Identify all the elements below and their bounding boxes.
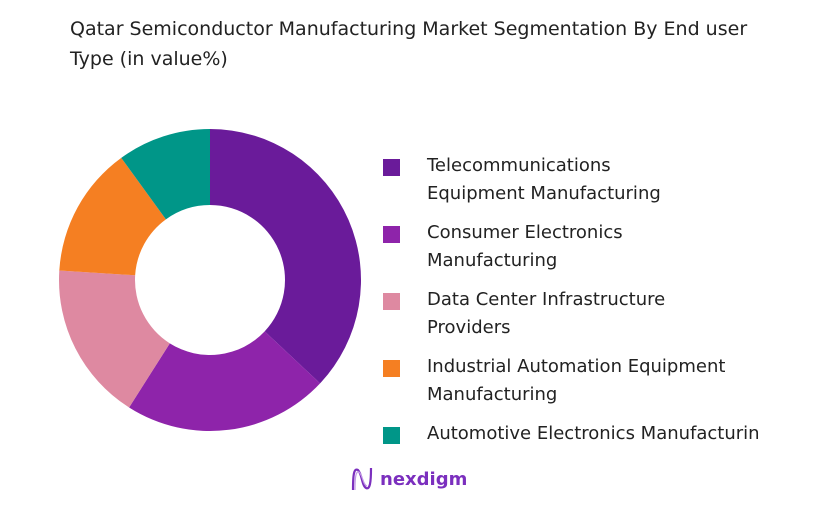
legend-item: Data Center Infrastructure Providers [383, 286, 760, 342]
legend-swatch [383, 293, 400, 310]
legend-item: Automotive Electronics Manufacturing [383, 420, 760, 448]
legend-label: Telecommunications Equipment Manufacturi… [427, 155, 661, 204]
legend-swatch [383, 226, 400, 243]
legend-item: Telecommunications Equipment Manufacturi… [383, 152, 760, 208]
legend: Telecommunications Equipment Manufacturi… [383, 152, 760, 459]
nexdigm-logo-icon [351, 467, 373, 491]
chart-title: Qatar Semiconductor Manufacturing Market… [70, 18, 748, 70]
legend-label: Automotive Electronics Manufacturing [427, 423, 760, 444]
legend-label: Consumer Electronics Manufacturing [427, 222, 623, 271]
legend-swatch [383, 360, 400, 377]
logo-text: nexdigm [380, 468, 468, 490]
legend-item: Consumer Electronics Manufacturing [383, 219, 760, 275]
donut-slice [121, 129, 210, 220]
nexdigm-logo: nexdigm [350, 466, 467, 492]
donut-slice [129, 331, 321, 432]
legend-label: Industrial Automation Equipment Manufact… [427, 356, 726, 405]
legend-label: Data Center Infrastructure Providers [427, 289, 666, 338]
legend-item: Industrial Automation Equipment Manufact… [383, 353, 760, 409]
legend-swatch [383, 427, 400, 444]
legend-swatch [383, 159, 400, 176]
donut-slice [59, 270, 170, 408]
donut-slice [59, 157, 166, 276]
donut-slice [210, 129, 362, 384]
